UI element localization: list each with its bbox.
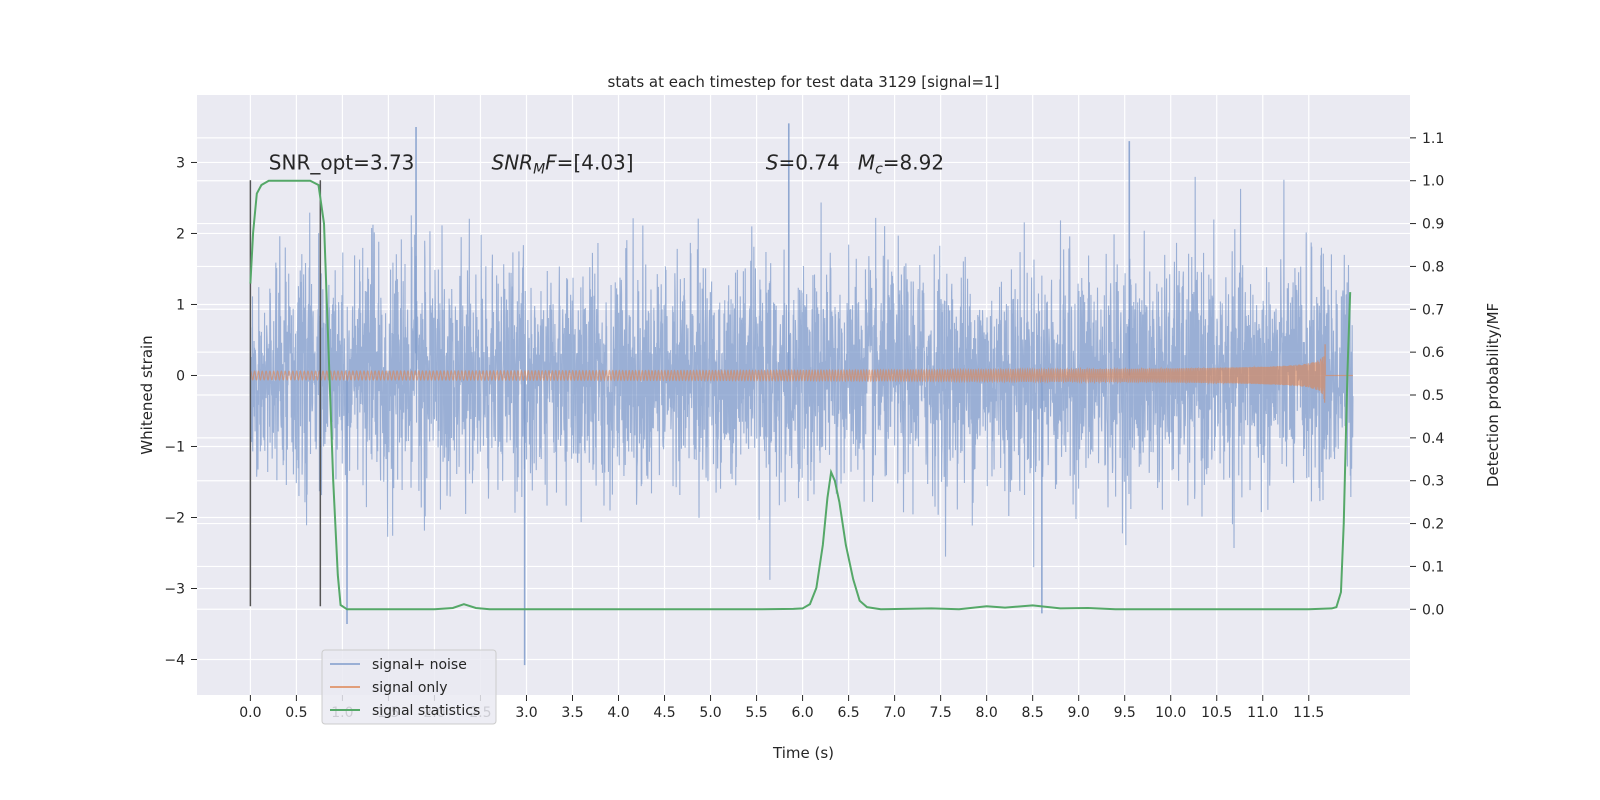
annotation-1: SNRMF=[4.03] (492, 151, 634, 178)
y-right-tick-label: 0.5 (1422, 388, 1444, 404)
y-left-tick-label: −1 (164, 439, 185, 455)
annotation-3: Mc=8.92 (858, 151, 944, 178)
signal-trace (249, 344, 1353, 403)
x-tick-label: 9.5 (1114, 705, 1136, 721)
series-signal-only (249, 344, 1353, 403)
y-left-tick-label: −4 (164, 652, 185, 668)
y-left-tick-label: −3 (164, 581, 185, 597)
y-right-tick-label: 0.9 (1422, 217, 1444, 233)
x-tick-label: 0.0 (239, 705, 261, 721)
y-right-tick-label: 1.1 (1422, 131, 1444, 147)
y-right-tick-label: 0.6 (1422, 345, 1444, 361)
y-left-tick-label: 1 (176, 297, 185, 313)
x-tick-label: 6.5 (837, 705, 859, 721)
series-signal-statistics (249, 179, 1352, 611)
x-tick-label: 6.0 (791, 705, 813, 721)
x-tick-label: 10.0 (1155, 705, 1186, 721)
x-tick-label: 7.0 (883, 705, 905, 721)
series-signal-plus-noise (249, 123, 1354, 666)
legend-entry: signal only (372, 680, 447, 696)
y-right-tick-label: 0.0 (1422, 602, 1444, 618)
statistics-line (249, 179, 1352, 611)
y-left-tick-label: 3 (176, 155, 185, 171)
y-right-tick-label: 0.4 (1422, 431, 1444, 447)
annotations: SNR_opt=3.73 SNRMF=[4.03] S=0.74 Mc=8.92 (269, 151, 944, 178)
legend-entry: signal statistics (372, 703, 480, 719)
x-axis-label: Time (s) (772, 744, 834, 762)
legend-entry: signal+ noise (372, 657, 467, 673)
y-right-tick-label: 0.2 (1422, 517, 1444, 533)
x-tick-label: 3.5 (561, 705, 583, 721)
legend: signal+ noise signal only signal statistic… (321, 649, 497, 725)
x-tick-label: 0.5 (285, 705, 307, 721)
x-tick-label: 8.0 (976, 705, 998, 721)
y-right-tick-label: 0.8 (1422, 259, 1444, 275)
noise-trace (249, 176, 1354, 580)
y-right-tick-label: 0.1 (1422, 559, 1444, 575)
y-axis-left-label: Whitened strain (138, 335, 156, 454)
legend-frame (321, 649, 497, 725)
x-tick-label: 5.5 (745, 705, 767, 721)
x-tick-label: 11.0 (1247, 705, 1278, 721)
x-tick-label: 7.5 (929, 705, 951, 721)
chart-title: stats at each timestep for test data 312… (608, 73, 1000, 91)
x-tick-label: 11.5 (1293, 705, 1324, 721)
x-tick-label: 3.0 (515, 705, 537, 721)
annotation-2: S=0.74 (766, 151, 840, 175)
vertical-markers (249, 180, 322, 607)
ticks: 0.00.51.01.52.02.53.03.54.04.55.05.56.06… (164, 131, 1444, 721)
x-tick-label: 4.5 (653, 705, 675, 721)
x-tick-label: 9.0 (1068, 705, 1090, 721)
x-tick-label: 4.0 (607, 705, 629, 721)
y-right-tick-label: 0.3 (1422, 474, 1444, 490)
y-axis-right-label: Detection probability/MF (1484, 303, 1502, 487)
y-left-tick-label: −2 (164, 510, 185, 526)
x-tick-label: 8.5 (1022, 705, 1044, 721)
y-left-tick-label: 2 (176, 226, 185, 242)
annotation-0: SNR_opt=3.73 (269, 151, 415, 175)
y-right-tick-label: 1.0 (1422, 174, 1444, 190)
y-left-tick-label: 0 (176, 368, 185, 384)
x-tick-label: 10.5 (1201, 705, 1232, 721)
y-right-tick-label: 0.7 (1422, 302, 1444, 318)
x-tick-label: 5.0 (699, 705, 721, 721)
